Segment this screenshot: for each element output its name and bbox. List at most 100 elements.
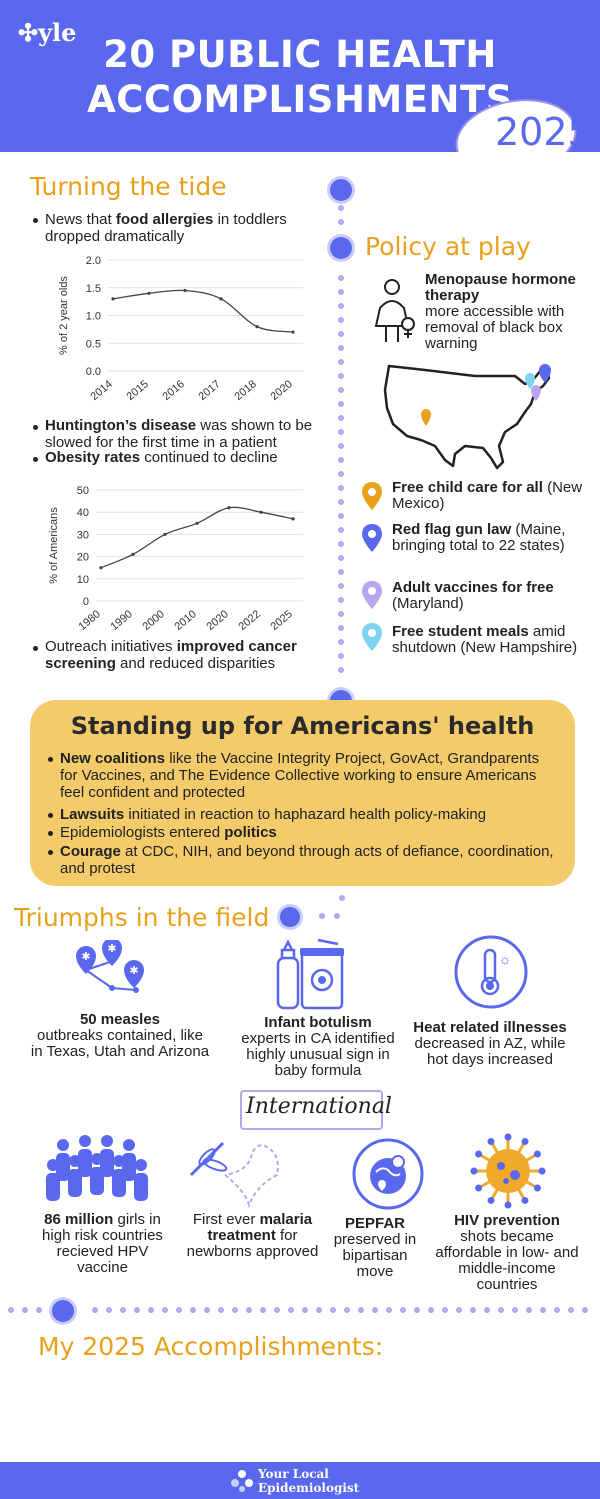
bullet-bold: Courage	[60, 843, 121, 860]
series-line	[112, 289, 294, 333]
huntingtons-bullet: Huntington’s disease was shown to be slo…	[45, 417, 335, 451]
virus-spike-tip	[521, 1196, 529, 1204]
pepfar-caption: PEPFAR preserved in bipartisan move	[330, 1216, 420, 1280]
person-head	[91, 1153, 103, 1165]
caption-text: experts in CA identified highly unusual …	[241, 1030, 395, 1079]
timeline-dot	[338, 457, 344, 463]
footer-line2: Epidemiologist	[258, 1481, 360, 1495]
timeline-dot	[338, 359, 344, 365]
footer-line1: Your Local	[258, 1467, 329, 1481]
bullet-dot	[48, 813, 53, 818]
bullet-text: News that	[45, 211, 116, 228]
divider-dot	[134, 1307, 140, 1313]
timeline-dot	[338, 625, 344, 631]
divider-dot	[148, 1307, 154, 1313]
divider-dot	[204, 1307, 210, 1313]
timeline-dot	[338, 583, 344, 589]
bullet-dot	[33, 457, 38, 462]
heat-caption: Heat related illnesses decreased in AZ, …	[410, 1020, 570, 1068]
policy-text: (Maine, bringing total to 22 states)	[392, 521, 566, 554]
x-tick-label: 1990	[108, 608, 134, 633]
lavender-pin-icon	[362, 581, 382, 609]
caption-bold: Heat related illnesses	[413, 1019, 567, 1036]
thermometer-icon: ☼	[454, 935, 528, 1009]
policy-item-vaccines: Adult vaccines for free (Maryland)	[392, 580, 582, 612]
timeline-marker	[330, 179, 352, 201]
crowd-icon	[46, 1135, 148, 1201]
person-body	[78, 1149, 92, 1177]
virus-spot	[497, 1162, 505, 1170]
cancer-screening-bullet: Outreach initiatives improved cancer scr…	[45, 638, 340, 672]
timeline-dot	[339, 895, 345, 901]
person-head	[101, 1135, 113, 1147]
timeline-dot	[338, 275, 344, 281]
svg-text:✱: ✱	[81, 951, 90, 963]
virus-spot	[510, 1170, 520, 1180]
x-tick-label: 2022	[236, 608, 262, 633]
bullet-text: was shown to be slowed for the first tim…	[45, 417, 313, 451]
bullet-bold: food allergies	[115, 211, 214, 228]
caption-text: shots became affordable in low- and midd…	[435, 1228, 579, 1293]
divider-dot	[176, 1307, 182, 1313]
x-tick-label: 2010	[172, 608, 198, 633]
politics-bullet: Epidemiologists entered politics	[60, 824, 560, 841]
divider-dot	[386, 1307, 392, 1313]
timeline-dot	[338, 289, 344, 295]
data-point	[183, 288, 187, 293]
globe-icon	[352, 1138, 424, 1210]
botulism-caption: Infant botulism experts in CA identified…	[228, 1015, 408, 1079]
bullet-bold: New coalitions	[60, 750, 166, 767]
person-head	[57, 1139, 69, 1151]
divider-dots	[0, 1307, 600, 1313]
policy-item-meals: Free student meals amid shutdown (New Ha…	[392, 624, 582, 656]
caption-text: for newborns approved	[186, 1227, 319, 1260]
standing-up-box: Standing up for Americans' health New co…	[30, 700, 575, 886]
divider-dot	[316, 1307, 322, 1313]
caption-bold: HIV prevention	[454, 1212, 560, 1229]
bullet-dot	[33, 218, 38, 223]
bullet-text: continued to decline	[140, 449, 278, 466]
bullet-text: like the Vaccine Integrity Project, GovA…	[60, 750, 540, 801]
bullet-text: at CDC, NIH, and beyond through acts of …	[60, 843, 554, 877]
caption-bold: Infant botulism	[264, 1014, 372, 1031]
series-line	[100, 506, 294, 569]
divider-dot	[120, 1307, 126, 1313]
policy-bold: Free student meals	[392, 623, 529, 640]
virus-spike-tip	[533, 1150, 541, 1158]
virus-spike-tip	[533, 1184, 541, 1192]
person-body	[56, 1153, 70, 1181]
timeline-dot	[338, 303, 344, 309]
timeline-dot	[338, 331, 344, 337]
timeline-dot	[338, 429, 344, 435]
divider-dot	[526, 1307, 532, 1313]
x-tick-label: 2020	[268, 378, 294, 403]
divider-dot	[400, 1307, 406, 1313]
timeline-dot	[338, 471, 344, 477]
malaria-caption: First ever malaria treatment for newborn…	[180, 1212, 325, 1260]
bullet-text: initiated in reaction to haphazard healt…	[124, 806, 487, 823]
timeline-dot	[338, 317, 344, 323]
virus-spike-tip	[475, 1184, 483, 1192]
person-body	[90, 1167, 104, 1195]
svg-text:✱: ✱	[107, 943, 116, 955]
data-point	[147, 291, 151, 295]
us-map	[383, 364, 551, 470]
caption-text: First ever	[192, 1211, 260, 1228]
divider-dot	[218, 1307, 224, 1313]
y-tick-label: 0.5	[86, 338, 101, 350]
divider-dot	[330, 1307, 336, 1313]
x-tick-label: 2014	[88, 378, 114, 403]
policy-text: amid shutdown (New Hampshire)	[392, 623, 578, 656]
yle-logo: ✣yle	[18, 18, 76, 47]
sparkle-icon	[231, 1470, 253, 1492]
virus-spike-tip	[470, 1167, 478, 1175]
divider-dot	[36, 1307, 42, 1313]
woman-icon	[374, 279, 415, 342]
page-title-line2: ACCOMPLISHMENTS	[87, 78, 513, 121]
maine-pin-icon	[539, 364, 551, 383]
timeline-dot	[338, 345, 344, 351]
bullet-bold: politics	[224, 824, 277, 841]
timeline-dot	[338, 667, 344, 673]
food-allergy-chart: 0.0 0.5 1.0 1.5 2.0 2014 2015 2016 2017 2018 2020%…	[58, 255, 303, 403]
timeline-dot	[338, 219, 344, 225]
